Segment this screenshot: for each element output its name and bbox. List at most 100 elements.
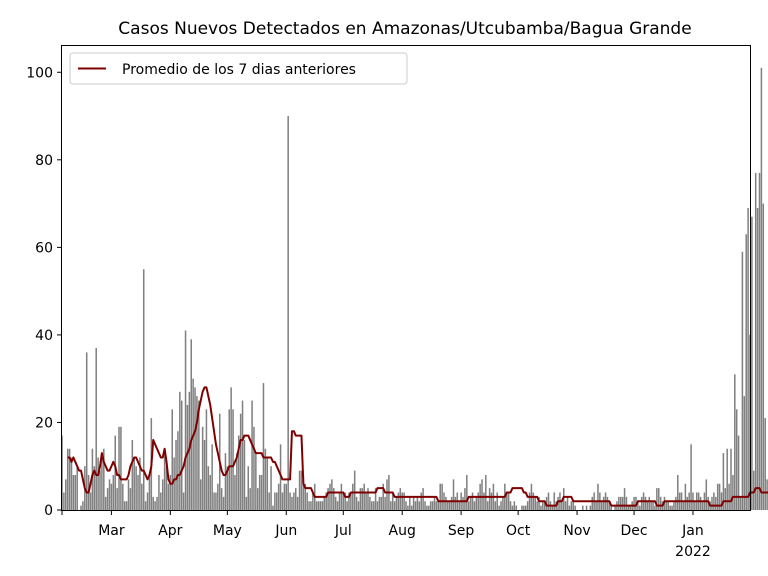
- bar: [623, 488, 626, 510]
- bar: [348, 492, 350, 510]
- y-tick-label: 0: [44, 503, 53, 519]
- bar: [110, 483, 113, 510]
- bar: [293, 492, 295, 510]
- bar: [103, 448, 105, 510]
- bar: [429, 501, 432, 510]
- bar: [735, 409, 738, 510]
- bar: [701, 501, 704, 510]
- legend-box: [69, 52, 408, 85]
- bar: [146, 492, 149, 510]
- bar: [673, 501, 675, 510]
- bar: [116, 488, 118, 510]
- bar: [471, 492, 474, 510]
- bar: [669, 505, 671, 510]
- bar: [196, 396, 198, 510]
- bar: [690, 444, 692, 510]
- bar: [724, 488, 727, 510]
- bar: [340, 483, 343, 510]
- bar: [374, 488, 377, 510]
- bar: [386, 479, 388, 510]
- bar: [637, 501, 639, 510]
- bar: [171, 409, 173, 510]
- bar: [422, 488, 424, 510]
- bar: [741, 251, 744, 511]
- bar: [625, 496, 628, 510]
- bar: [161, 479, 164, 510]
- bar: [253, 426, 255, 510]
- bar: [298, 470, 301, 510]
- bar: [428, 505, 430, 510]
- bar: [281, 492, 284, 510]
- x-tick-label: Jun: [274, 523, 297, 539]
- bar: [104, 496, 107, 510]
- bar: [342, 492, 345, 510]
- bar: [184, 330, 187, 510]
- bar: [65, 479, 67, 510]
- bar: [215, 492, 217, 510]
- bar: [433, 496, 436, 510]
- bar: [715, 496, 717, 510]
- bar: [551, 505, 554, 510]
- x-tick-label: Mar: [98, 523, 125, 539]
- bar: [656, 488, 658, 510]
- bar: [264, 448, 267, 510]
- bar: [125, 501, 128, 510]
- bar: [553, 492, 555, 510]
- bar: [182, 492, 185, 510]
- bar: [574, 505, 576, 510]
- bar: [376, 501, 379, 510]
- bar: [101, 453, 103, 510]
- bar: [718, 483, 721, 510]
- bar: [353, 470, 356, 510]
- bar: [80, 505, 82, 510]
- bar: [209, 474, 211, 510]
- bar: [494, 501, 497, 510]
- bar: [540, 505, 542, 510]
- bar: [633, 496, 635, 510]
- x-tick-label: Jan: [681, 523, 704, 539]
- bar: [395, 496, 398, 510]
- bar: [154, 501, 156, 510]
- bar: [327, 488, 329, 510]
- bar: [507, 492, 510, 510]
- bar: [344, 492, 346, 510]
- bar: [686, 496, 689, 510]
- bar: [112, 474, 115, 510]
- bar: [475, 496, 478, 510]
- bar: [180, 400, 183, 510]
- bar: [764, 418, 766, 510]
- bar: [716, 483, 719, 510]
- bar: [441, 483, 443, 510]
- bar: [462, 496, 464, 510]
- bar: [650, 501, 652, 510]
- bar: [648, 496, 651, 510]
- bar: [97, 457, 99, 510]
- bar: [241, 400, 244, 510]
- bar: [141, 483, 143, 510]
- bar: [485, 474, 487, 510]
- bar: [371, 501, 373, 510]
- plot-frame: [61, 45, 751, 511]
- bar: [165, 466, 168, 510]
- bar: [334, 496, 337, 510]
- bar: [762, 203, 765, 510]
- bar: [156, 496, 158, 510]
- bar: [372, 501, 375, 510]
- bar: [258, 474, 261, 510]
- x-tick-label: May: [213, 523, 242, 539]
- bar: [308, 501, 310, 510]
- bar: [230, 387, 232, 510]
- bar: [452, 479, 455, 510]
- bar: [659, 496, 662, 510]
- bar: [732, 474, 734, 510]
- bar: [175, 439, 177, 510]
- bar: [466, 474, 468, 510]
- bar: [658, 488, 660, 510]
- bar: [720, 492, 723, 510]
- bar: [431, 501, 434, 510]
- bar: [437, 501, 440, 510]
- bar: [169, 474, 172, 510]
- y-tick-label: 80: [35, 153, 53, 169]
- bar: [76, 466, 78, 510]
- moving-average-series: [67, 386, 768, 507]
